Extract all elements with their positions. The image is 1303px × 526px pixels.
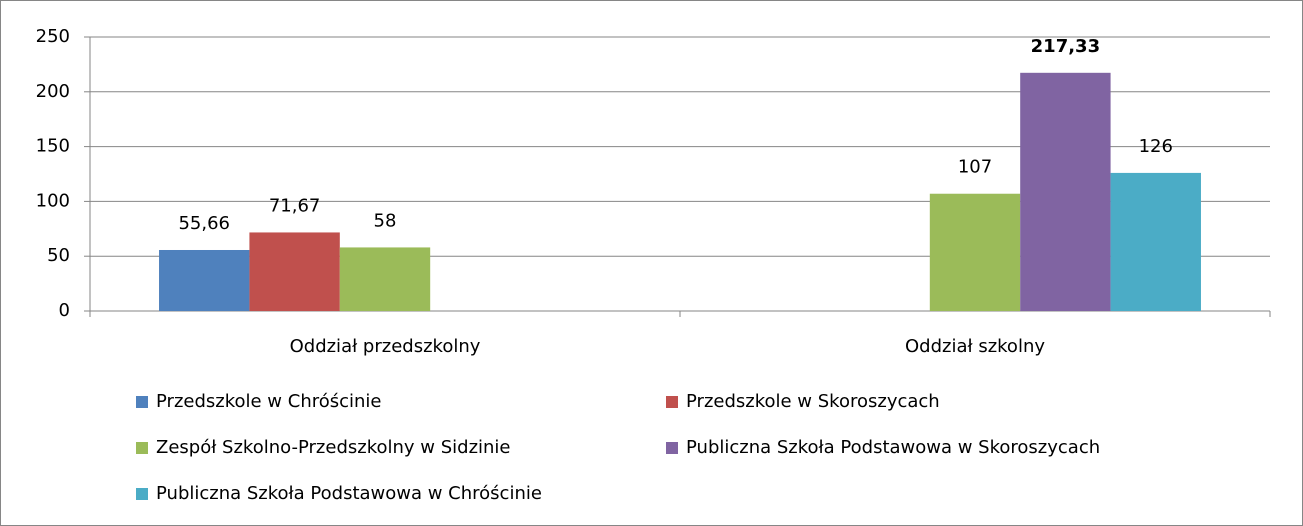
bar xyxy=(159,249,250,311)
y-tick-label: 0 xyxy=(59,300,70,321)
legend-label: Przedszkole w Chróścinie xyxy=(156,391,382,412)
legend-swatch xyxy=(136,442,148,454)
data-label: 71,67 xyxy=(269,195,321,216)
x-tick-label: Oddział szkolny xyxy=(905,336,1045,357)
legend-label: Zespół Szkolno-Przedszkolny w Sidzinie xyxy=(156,437,511,458)
y-tick-label: 250 xyxy=(36,26,70,47)
legend-label: Publiczna Szkoła Podstawowa w Chróścinie xyxy=(156,483,542,504)
y-tick-label: 50 xyxy=(47,245,70,266)
legend-label: Publiczna Szkoła Podstawowa w Skoroszyca… xyxy=(686,437,1100,458)
legend-swatch xyxy=(666,442,678,454)
data-label: 55,66 xyxy=(178,213,230,234)
legend-swatch xyxy=(136,396,148,408)
data-label: 217,33 xyxy=(1031,36,1100,57)
data-label: 107 xyxy=(958,157,992,178)
bar xyxy=(339,247,431,311)
data-label: 58 xyxy=(374,210,397,231)
bar xyxy=(1110,172,1201,311)
legend-label: Przedszkole w Skoroszycach xyxy=(686,391,940,412)
bar xyxy=(929,193,1021,311)
x-tick-label: Oddział przedszkolny xyxy=(290,336,481,357)
bar xyxy=(249,232,340,311)
y-tick-label: 100 xyxy=(36,190,70,211)
legend-swatch xyxy=(666,396,678,408)
y-tick-label: 150 xyxy=(36,136,70,157)
y-tick-label: 200 xyxy=(36,81,70,102)
legend-swatch xyxy=(136,488,148,500)
data-label: 126 xyxy=(1139,136,1173,157)
bar xyxy=(1020,72,1111,311)
